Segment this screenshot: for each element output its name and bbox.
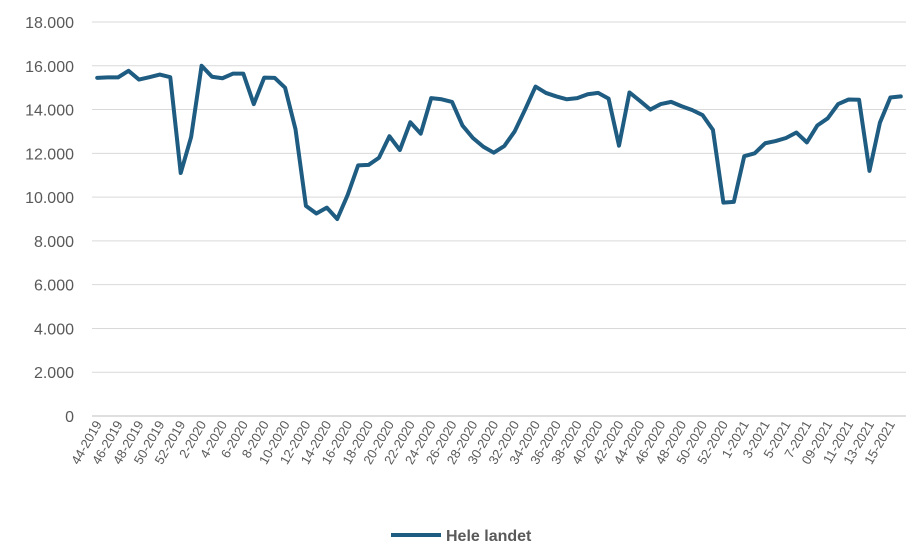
y-tick-label: 12.000 [25,146,74,163]
y-tick-label: 14.000 [25,103,74,120]
legend-label: Hele landet [446,528,532,543]
y-tick-label: 10.000 [25,190,74,207]
y-tick-label: 16.000 [25,59,74,76]
y-tick-label: 0 [65,409,74,426]
y-tick-label: 8.000 [34,234,74,251]
gridlines [92,21,906,373]
y-tick-label: 18.000 [25,15,74,32]
series-line-hele-landet [95,63,903,221]
y-tick-label: 6.000 [34,278,74,295]
y-axis-tick-labels: 0 2.000 4.000 6.000 8.000 10.000 12.000 14.000 1… [25,15,74,426]
y-tick-label: 2.000 [34,365,74,382]
y-tick-label: 4.000 [34,321,74,338]
x-axis-tick-labels: 44-201946-201948-201950-201952-20192-202… [68,418,898,467]
legend: Hele landet [391,528,532,543]
